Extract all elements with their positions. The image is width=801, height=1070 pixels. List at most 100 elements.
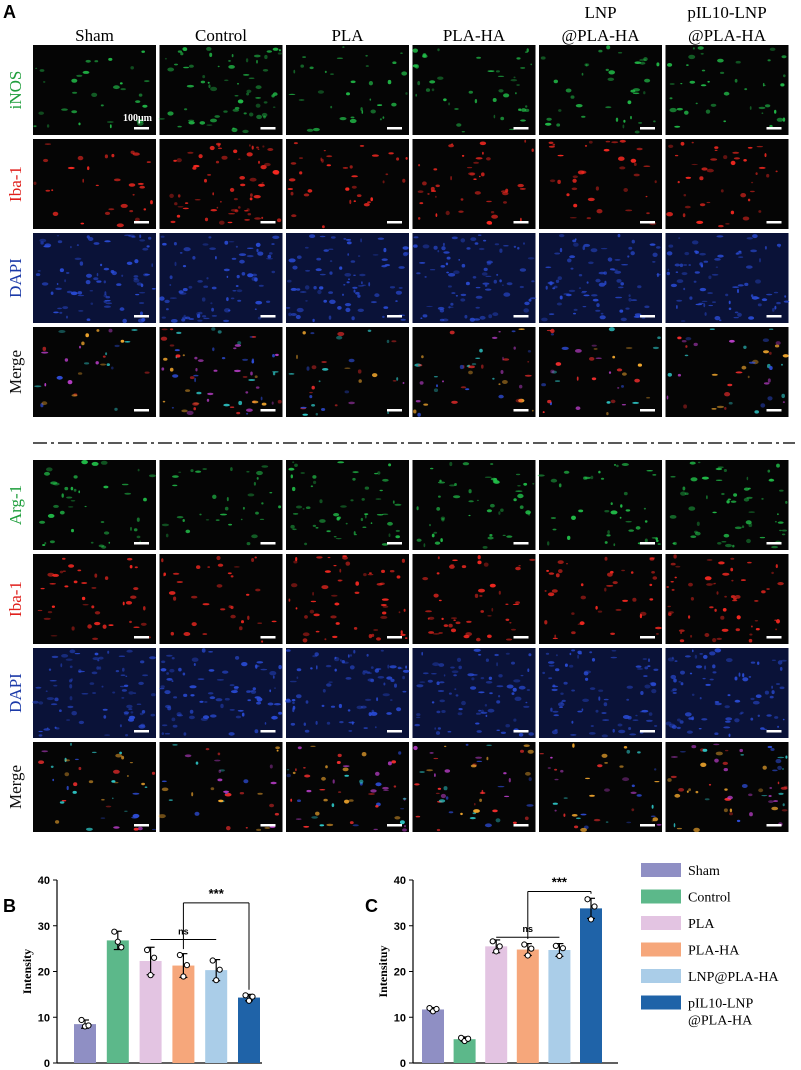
cell-signal	[91, 671, 98, 675]
cell-signal	[498, 394, 504, 399]
cell-signal	[453, 495, 461, 499]
cell-signal	[676, 279, 684, 283]
cell-signal	[714, 608, 717, 612]
micrograph	[539, 139, 662, 229]
cell-signal	[90, 541, 94, 544]
cell-signal	[527, 749, 534, 754]
cell-signal	[670, 562, 676, 566]
cell-signal	[714, 732, 719, 735]
cell-signal	[678, 629, 685, 632]
cell-signal	[498, 590, 501, 595]
micrograph	[539, 45, 662, 135]
cell-signal	[85, 59, 91, 63]
cell-signal	[232, 290, 237, 292]
cell-signal	[333, 513, 340, 517]
cell-signal	[382, 478, 389, 482]
cell-signal	[183, 693, 188, 698]
cell-signal	[381, 265, 387, 268]
cell-signal	[439, 699, 446, 703]
cell-signal	[559, 706, 563, 708]
cell-signal	[262, 69, 269, 72]
cell-signal	[368, 572, 372, 574]
cell-signal	[391, 102, 397, 107]
cell-signal	[490, 211, 495, 214]
cell-signal	[286, 698, 291, 702]
cell-signal	[389, 665, 397, 669]
cell-signal	[527, 361, 530, 363]
cell-signal	[138, 724, 146, 729]
cell-signal	[362, 526, 367, 528]
cell-signal	[595, 605, 598, 610]
cell-signal	[634, 315, 641, 318]
cell-signal	[498, 331, 501, 333]
cell-signal	[607, 77, 615, 82]
micrograph	[286, 45, 409, 135]
cell-signal	[672, 692, 677, 694]
cell-signal	[271, 270, 276, 274]
cell-signal	[692, 47, 695, 50]
cell-signal	[391, 760, 397, 764]
column-header: PLA	[331, 26, 364, 45]
cell-signal	[754, 600, 759, 602]
cell-signal	[247, 493, 255, 497]
cell-signal	[451, 236, 458, 240]
cell-signal	[643, 91, 646, 95]
cell-signal	[635, 526, 641, 530]
cell-signal	[94, 652, 99, 656]
cell-signal	[360, 107, 363, 112]
cell-signal	[519, 384, 523, 389]
cell-signal	[172, 744, 178, 746]
cell-signal	[518, 398, 525, 403]
cell-signal	[382, 693, 390, 697]
cell-signal	[292, 771, 296, 775]
cell-signal	[74, 758, 79, 761]
cell-signal	[195, 761, 199, 765]
cell-signal	[523, 744, 530, 747]
cell-signal	[541, 383, 546, 387]
cell-signal	[783, 300, 790, 303]
cell-signal	[105, 302, 113, 305]
cell-signal	[188, 64, 194, 68]
cell-signal	[481, 364, 484, 369]
cell-signal	[362, 670, 368, 673]
cell-signal	[141, 782, 146, 786]
cell-signal	[557, 179, 561, 184]
cell-signal	[461, 700, 466, 706]
data-point	[176, 951, 183, 959]
cell-signal	[477, 234, 482, 236]
cell-signal	[540, 56, 546, 60]
legend-swatch	[641, 863, 681, 877]
cell-signal	[190, 694, 195, 697]
cell-signal	[221, 357, 226, 360]
cell-signal	[128, 183, 136, 187]
cell-signal	[137, 182, 144, 185]
cell-signal	[400, 633, 406, 637]
cell-signal	[56, 282, 59, 286]
cell-signal	[188, 318, 194, 320]
cell-signal	[490, 463, 494, 465]
cell-signal	[290, 722, 296, 726]
cell-signal	[723, 768, 728, 772]
cell-signal	[446, 271, 449, 274]
cell-signal	[52, 778, 55, 782]
cell-signal	[103, 485, 109, 489]
cell-signal	[66, 496, 73, 499]
cell-signal	[295, 314, 301, 320]
cell-signal	[262, 145, 265, 148]
cell-signal	[212, 192, 214, 196]
cell-signal	[361, 110, 364, 114]
cell-signal	[748, 316, 755, 320]
cell-signal	[655, 537, 658, 541]
cell-signal	[96, 329, 100, 332]
cell-signal	[387, 761, 392, 766]
cell-signal	[572, 743, 575, 748]
cell-signal	[272, 235, 280, 239]
cell-signal	[136, 703, 142, 705]
cell-signal	[637, 751, 641, 754]
cell-signal	[709, 606, 714, 609]
cell-signal	[569, 664, 574, 668]
cell-signal	[622, 124, 625, 129]
cell-signal	[485, 681, 493, 684]
cell-signal	[604, 762, 608, 764]
micrograph	[286, 139, 409, 229]
